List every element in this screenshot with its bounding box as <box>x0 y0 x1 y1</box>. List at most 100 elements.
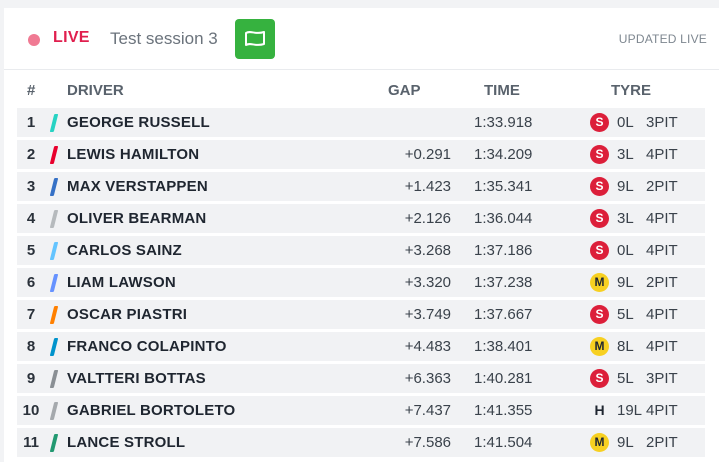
pit-count: 2PIT <box>646 274 678 291</box>
gap-value: +4.483 <box>404 338 451 355</box>
live-timing-card: LIVE Test session 3 UPDATED LIVE # DRIVE… <box>4 8 719 462</box>
pit-count: 3PIT <box>646 114 678 131</box>
gap-value: +6.363 <box>404 370 451 387</box>
position: 11 <box>23 434 39 451</box>
team-color-bar <box>49 338 59 356</box>
tyre-compound-icon: M <box>590 433 609 452</box>
track-status-flag-button[interactable] <box>235 19 275 59</box>
team-color-bar <box>49 402 59 420</box>
position: 4 <box>26 210 36 227</box>
tyre-laps: 9L <box>617 178 634 195</box>
gap-value: +3.268 <box>404 242 451 259</box>
table-row[interactable]: 7 OSCAR PIASTRI +3.749 1:37.667 S 5L 4PI… <box>17 300 705 329</box>
tyre-compound-icon: S <box>590 241 609 260</box>
driver-name: GABRIEL BORTOLETO <box>67 402 236 419</box>
lap-time: 1:41.504 <box>474 434 533 451</box>
team-color-bar <box>49 146 59 164</box>
lap-time: 1:37.667 <box>474 306 533 323</box>
team-color-bar <box>49 114 59 132</box>
table-row[interactable]: 9 VALTTERI BOTTAS +6.363 1:40.281 S 5L 3… <box>17 364 705 393</box>
lap-time: 1:33.918 <box>474 114 533 131</box>
lap-time: 1:37.186 <box>474 242 533 259</box>
tyre-compound-icon: S <box>590 305 609 324</box>
pit-count: 3PIT <box>646 370 678 387</box>
tyre-compound-icon: M <box>590 337 609 356</box>
tyre-laps: 0L <box>617 242 634 259</box>
gap-value: +2.126 <box>404 210 451 227</box>
tyre-laps: 5L <box>617 306 634 323</box>
gap-value: +0.291 <box>404 146 451 163</box>
column-header-time: TIME <box>484 82 520 99</box>
table-row[interactable]: 10 GABRIEL BORTOLETO +7.437 1:41.355 H 1… <box>17 396 705 425</box>
tyre-laps: 8L <box>617 338 634 355</box>
green-flag-icon <box>245 31 265 46</box>
position: 10 <box>22 402 40 419</box>
team-color-bar <box>49 434 59 452</box>
live-indicator-dot <box>28 34 40 46</box>
driver-name: MAX VERSTAPPEN <box>67 178 208 195</box>
tyre-compound-icon: S <box>590 145 609 164</box>
live-label: LIVE <box>53 29 90 46</box>
tyre-laps: 19L <box>617 402 643 419</box>
pit-count: 4PIT <box>646 146 678 163</box>
gap-value: +7.586 <box>404 434 451 451</box>
lap-time: 1:37.238 <box>474 274 533 291</box>
driver-name: GEORGE RUSSELL <box>67 114 210 131</box>
table-row[interactable]: 11 LANCE STROLL +7.586 1:41.504 M 9L 2PI… <box>17 428 705 457</box>
gap-value: +7.437 <box>404 402 451 419</box>
team-color-bar <box>49 370 59 388</box>
updated-status: UPDATED LIVE <box>618 32 707 46</box>
lap-time: 1:34.209 <box>474 146 533 163</box>
pit-count: 4PIT <box>646 242 678 259</box>
team-color-bar <box>49 210 59 228</box>
column-header-tyre: TYRE <box>611 82 652 99</box>
position: 6 <box>26 274 36 291</box>
tyre-laps: 9L <box>617 274 634 291</box>
position: 5 <box>26 242 36 259</box>
tyre-compound-icon: M <box>590 273 609 292</box>
pit-count: 4PIT <box>646 402 678 419</box>
lap-time: 1:36.044 <box>474 210 533 227</box>
pit-count: 4PIT <box>646 210 678 227</box>
table-row[interactable]: 4 OLIVER BEARMAN +2.126 1:36.044 S 3L 4P… <box>17 204 705 233</box>
timing-table: 1 GEORGE RUSSELL 1:33.918 S 0L 3PIT 2 LE… <box>17 108 705 460</box>
session-header: LIVE Test session 3 UPDATED LIVE <box>4 8 719 70</box>
gap-value: +1.423 <box>404 178 451 195</box>
driver-name: LEWIS HAMILTON <box>67 146 200 163</box>
position: 2 <box>26 146 36 163</box>
team-color-bar <box>49 242 59 260</box>
lap-time: 1:40.281 <box>474 370 533 387</box>
table-row[interactable]: 3 MAX VERSTAPPEN +1.423 1:35.341 S 9L 2P… <box>17 172 705 201</box>
lap-time: 1:38.401 <box>474 338 533 355</box>
gap-value: +3.320 <box>404 274 451 291</box>
pit-count: 2PIT <box>646 434 678 451</box>
session-name: Test session 3 <box>110 29 218 48</box>
column-header-gap: GAP <box>388 82 421 99</box>
position: 1 <box>26 114 36 131</box>
tyre-compound-icon: S <box>590 209 609 228</box>
driver-name: OLIVER BEARMAN <box>67 210 207 227</box>
tyre-compound-icon: S <box>590 177 609 196</box>
table-row[interactable]: 5 CARLOS SAINZ +3.268 1:37.186 S 0L 4PIT <box>17 236 705 265</box>
column-header-position: # <box>27 82 36 99</box>
tyre-laps: 3L <box>617 146 634 163</box>
tyre-laps: 9L <box>617 434 634 451</box>
pit-count: 4PIT <box>646 338 678 355</box>
tyre-compound-icon: S <box>590 369 609 388</box>
table-row[interactable]: 2 LEWIS HAMILTON +0.291 1:34.209 S 3L 4P… <box>17 140 705 169</box>
table-row[interactable]: 6 LIAM LAWSON +3.320 1:37.238 M 9L 2PIT <box>17 268 705 297</box>
tyre-laps: 0L <box>617 114 634 131</box>
driver-name: FRANCO COLAPINTO <box>67 338 227 355</box>
lap-time: 1:35.341 <box>474 178 533 195</box>
position: 9 <box>26 370 36 387</box>
position: 8 <box>26 338 36 355</box>
team-color-bar <box>49 306 59 324</box>
table-row[interactable]: 8 FRANCO COLAPINTO +4.483 1:38.401 M 8L … <box>17 332 705 361</box>
tyre-laps: 3L <box>617 210 634 227</box>
position: 7 <box>26 306 36 323</box>
gap-value: +3.749 <box>404 306 451 323</box>
driver-name: OSCAR PIASTRI <box>67 306 188 323</box>
driver-name: VALTTERI BOTTAS <box>67 370 206 387</box>
driver-name: LIAM LAWSON <box>67 274 176 291</box>
table-row[interactable]: 1 GEORGE RUSSELL 1:33.918 S 0L 3PIT <box>17 108 705 137</box>
